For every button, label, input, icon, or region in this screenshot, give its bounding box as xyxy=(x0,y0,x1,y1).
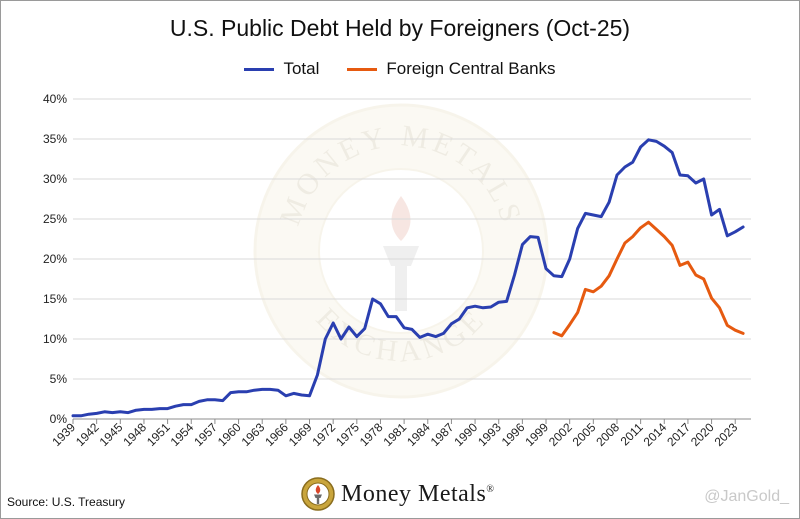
legend-swatch-total xyxy=(244,67,275,71)
x-tick-label: 2023 xyxy=(712,420,741,449)
legend: Total Foreign Central Banks xyxy=(1,59,799,79)
x-tick-label: 2008 xyxy=(593,420,622,449)
x-tick-label: 1978 xyxy=(357,420,386,449)
x-tick-label: 1945 xyxy=(97,420,126,449)
y-tick-label: 15% xyxy=(43,292,67,306)
x-tick-label: 1972 xyxy=(310,420,339,449)
y-tick-label: 25% xyxy=(43,212,67,226)
x-tick-label: 2005 xyxy=(570,420,599,449)
legend-item-total: Total xyxy=(244,59,319,79)
y-tick-label: 40% xyxy=(43,92,67,106)
x-tick-label: 1999 xyxy=(522,420,551,449)
torch-icon xyxy=(301,477,335,511)
y-tick-label: 10% xyxy=(43,332,67,346)
legend-label-total: Total xyxy=(283,59,320,78)
x-tick-label: 1963 xyxy=(239,420,268,449)
x-tick-label: 1942 xyxy=(73,420,102,449)
legend-label-central-banks: Foreign Central Banks xyxy=(386,59,556,78)
x-tick-label: 1975 xyxy=(333,420,362,449)
y-tick-label: 35% xyxy=(43,132,67,146)
y-tick-label: 0% xyxy=(50,412,68,426)
x-tick-label: 1960 xyxy=(215,420,244,449)
x-tick-label: 2020 xyxy=(688,420,717,449)
series-line-central-banks xyxy=(552,220,745,338)
x-tick-label: 1996 xyxy=(499,420,528,449)
legend-swatch-central-banks xyxy=(347,67,378,71)
brand-name: Money Metals® xyxy=(341,480,495,507)
x-tick-label: 1987 xyxy=(428,420,457,449)
x-tick-label: 2014 xyxy=(641,420,670,449)
brand-logo: Money Metals® xyxy=(301,475,541,513)
series-line-total xyxy=(71,138,745,418)
source-note: Source: U.S. Treasury xyxy=(7,495,126,509)
x-tick-label: 2017 xyxy=(664,420,693,449)
y-tick-label: 30% xyxy=(43,172,67,186)
x-tick-label: 2011 xyxy=(618,420,646,448)
x-tick-label: 1990 xyxy=(451,420,480,449)
y-tick-label: 20% xyxy=(43,252,67,266)
y-tick-label: 5% xyxy=(50,372,68,386)
x-tick-label: 1981 xyxy=(380,420,409,449)
author-handle: @JanGold_ xyxy=(704,488,789,505)
x-tick-label: 1951 xyxy=(144,420,173,449)
x-tick-label: 2002 xyxy=(546,420,575,449)
legend-item-central-banks: Foreign Central Banks xyxy=(347,59,556,79)
x-tick-label: 1954 xyxy=(168,420,197,449)
x-tick-label: 1957 xyxy=(191,420,220,449)
chart-title: U.S. Public Debt Held by Foreigners (Oct… xyxy=(169,15,631,41)
x-tick-label: 1966 xyxy=(262,420,291,449)
x-tick-label: 1984 xyxy=(404,420,433,449)
x-tick-label: 1948 xyxy=(120,420,149,449)
x-tick-label: 1993 xyxy=(475,420,504,449)
x-tick-label: 1969 xyxy=(286,420,315,449)
